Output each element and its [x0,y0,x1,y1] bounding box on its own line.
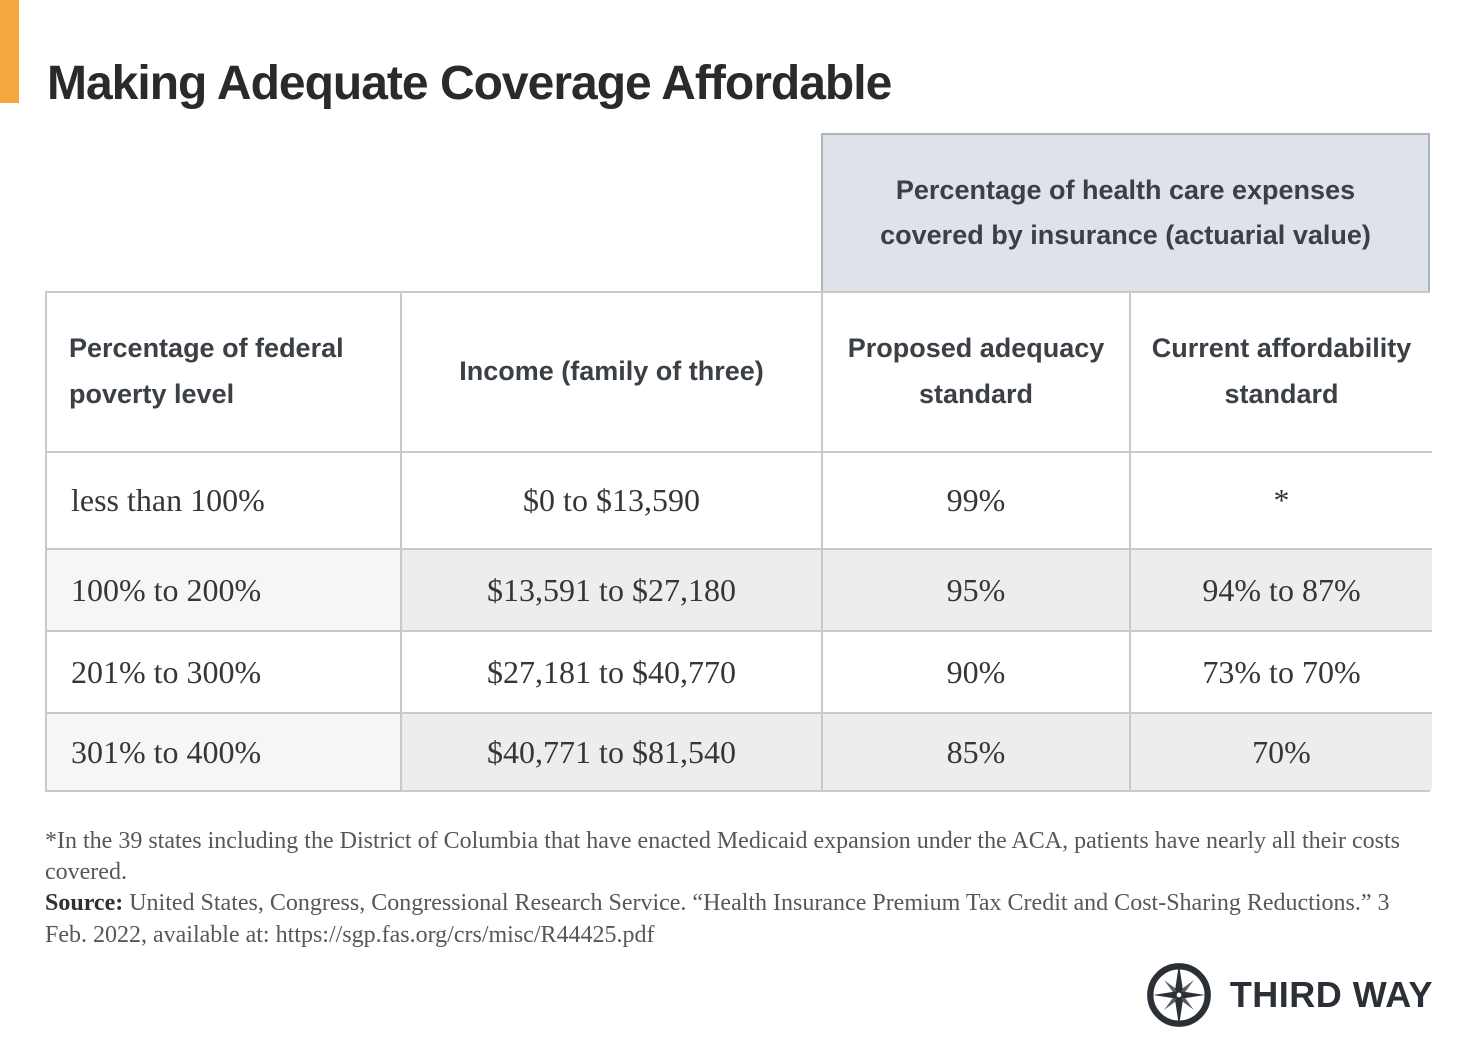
table-cell: $0 to $13,590 [402,453,823,550]
table-cell: 70% [1131,714,1432,790]
third-way-logo: THIRD WAY [1144,960,1433,1030]
page-title: Making Adequate Coverage Affordable [47,57,892,111]
table-cell: * [1131,453,1432,550]
accent-bar [0,0,19,103]
table-cell: $40,771 to $81,540 [402,714,823,790]
table-cell: $13,591 to $27,180 [402,550,823,632]
column-header-proposed-adequacy: Proposed adequacy standard [823,293,1131,453]
column-header-income: Income (family of three) [402,293,823,453]
table-cell: 90% [823,632,1131,714]
column-header-poverty-level: Percentage of federal poverty level [47,293,402,453]
table-cell: less than 100% [47,453,402,550]
third-way-wordmark: THIRD WAY [1229,974,1433,1015]
table-cell: 73% to 70% [1131,632,1432,714]
table-cell: 301% to 400% [47,714,402,790]
span-header-actuarial-value: Percentage of health care expenses cover… [821,133,1430,291]
footnote-source: Source: United States, Congress, Congres… [45,888,1425,950]
table-cell: 94% to 87% [1131,550,1432,632]
table-grid: Percentage of federal poverty level Inco… [45,291,1432,792]
source-text: United States, Congress, Congressional R… [45,890,1390,948]
table-cell: 99% [823,453,1131,550]
source-label: Source: [45,890,124,917]
table-cell: $27,181 to $40,770 [402,632,823,714]
footnote-note: *In the 39 states including the District… [45,828,1400,886]
table-cell: 201% to 300% [47,632,402,714]
table-cell: 85% [823,714,1131,790]
compass-icon [1146,963,1211,1027]
table-cell: 100% to 200% [47,550,402,632]
column-header-current-affordability: Current affordability standard [1131,293,1432,453]
coverage-table: Percentage of health care expenses cover… [45,133,1432,792]
footnote: *In the 39 states including the District… [45,826,1425,951]
table-cell: 95% [823,550,1131,632]
